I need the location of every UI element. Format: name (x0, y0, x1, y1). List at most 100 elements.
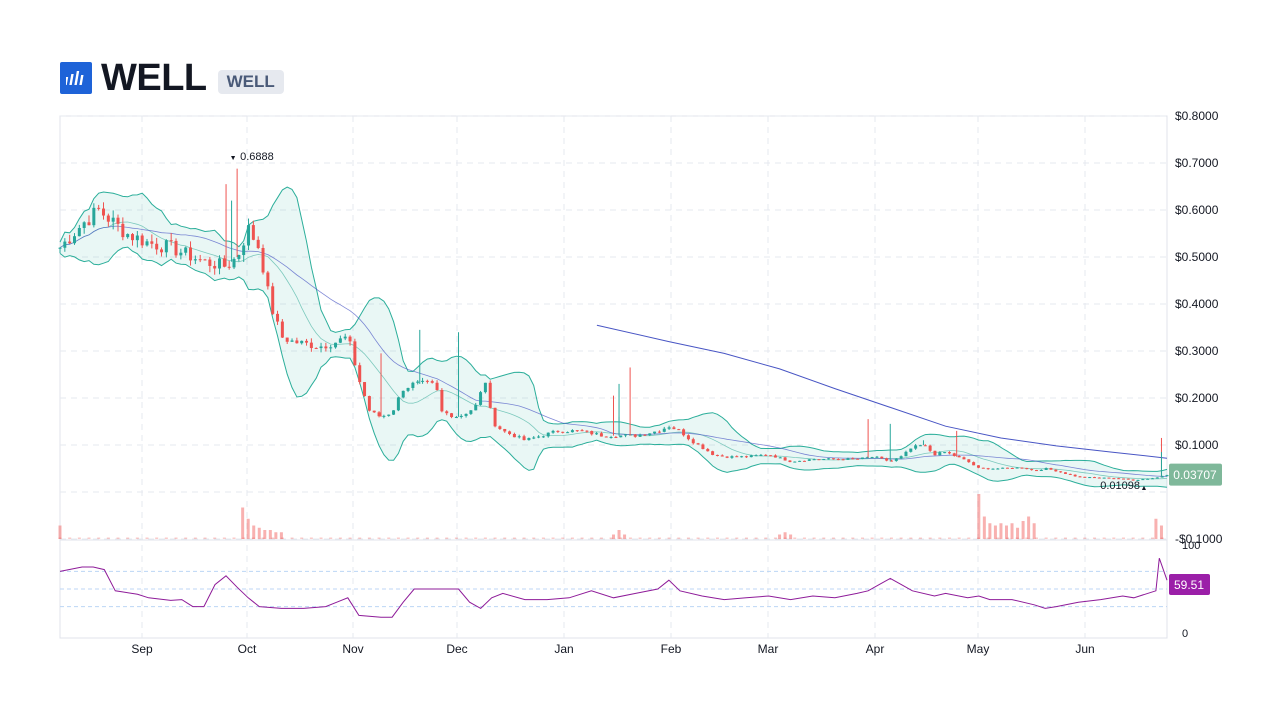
volume-bar (977, 494, 981, 539)
y-tick-label: -$0.1000 (1175, 532, 1223, 546)
volume-bar (822, 537, 826, 539)
volume-bar (773, 537, 777, 539)
candle-body (1121, 478, 1125, 480)
volume-bar (570, 537, 574, 539)
volume-bar (1083, 537, 1087, 539)
volume-bar (928, 537, 932, 539)
volume-bar (802, 537, 806, 539)
candle-body (880, 456, 884, 459)
volume-bar (938, 537, 942, 539)
candle-body (208, 259, 212, 266)
candle-body (885, 458, 889, 461)
candle-body (1063, 472, 1067, 474)
candle-body (232, 258, 236, 268)
candle-body (812, 459, 816, 461)
x-tick-label: May (967, 642, 990, 656)
candle-body (522, 436, 526, 441)
volume-bar (783, 537, 787, 539)
candle-body (580, 430, 584, 432)
candle-body (1136, 479, 1140, 481)
candle-body (483, 382, 487, 393)
candle-body (319, 346, 323, 349)
candle-body (1165, 475, 1169, 477)
candle-body (1059, 471, 1063, 473)
candle-body (851, 458, 855, 460)
candle-body (1150, 478, 1154, 480)
high-label: 0.6888 (240, 151, 274, 163)
candle-body (744, 456, 748, 458)
volume-bar (203, 537, 207, 539)
candle-body (126, 234, 130, 238)
candle-body (155, 243, 159, 250)
candle-body (764, 454, 768, 456)
candle-body (435, 382, 439, 390)
volume-bar (396, 537, 400, 539)
candle-body (454, 417, 458, 419)
candle-body (793, 461, 797, 463)
volume-bar (367, 537, 371, 539)
candle-body (619, 435, 623, 438)
volume-bar (464, 537, 468, 539)
volume-bar (251, 537, 255, 539)
volume-bar (145, 537, 149, 539)
candle-body (421, 380, 425, 382)
candle-body (271, 286, 275, 314)
candle-body (860, 457, 864, 460)
volume-bar (106, 537, 110, 539)
y-tick-label: $0.4000 (1175, 297, 1219, 311)
volume-bar (1010, 523, 1014, 539)
candle-body (164, 240, 168, 253)
volume-bar (309, 537, 313, 539)
rsi-value-badge (1169, 574, 1210, 595)
candle-body (430, 381, 434, 383)
candle-body (856, 458, 860, 460)
candle-body (464, 413, 468, 416)
volume-bar (300, 537, 304, 539)
candle-body (928, 445, 932, 451)
candle-body (778, 457, 782, 459)
volume-bar (1121, 537, 1125, 539)
rsi-value-label: 59.51 (1174, 578, 1204, 592)
volume-bar (268, 530, 272, 539)
volume-bar (1005, 537, 1009, 539)
candle-body (184, 247, 188, 253)
volume-bar (522, 537, 526, 539)
candle-body (251, 225, 255, 240)
volume-bar (116, 537, 120, 539)
volume-bar (793, 537, 797, 539)
candle-body (662, 428, 666, 432)
candle-body (97, 207, 101, 209)
candle-body (551, 430, 555, 433)
volume-bar (1092, 537, 1096, 539)
candle-body (488, 382, 492, 408)
volume-bar (319, 537, 323, 539)
volume-bar (735, 537, 739, 539)
candle-body (875, 456, 879, 458)
volume-bar (628, 537, 632, 539)
volume-bar (976, 537, 980, 539)
candle-body (962, 457, 966, 460)
candle-body (638, 434, 642, 437)
candle-body (106, 215, 110, 222)
volume-bar (246, 518, 250, 539)
candle-body (575, 430, 579, 432)
candle-body (1025, 468, 1029, 470)
volume-bar (764, 537, 768, 539)
volume-bar (274, 532, 278, 539)
candle-body (918, 445, 922, 447)
candle-body (570, 430, 574, 433)
volume-bar (870, 537, 874, 539)
candle-body (111, 217, 115, 222)
high-marker-icon: ▼ (230, 155, 237, 162)
candle-body (1049, 468, 1053, 470)
candle-body (1102, 477, 1106, 479)
candle-body (996, 468, 1000, 470)
candle-body (358, 365, 362, 383)
volume-bar (812, 537, 816, 539)
volume-bar (561, 537, 565, 539)
candle-body (614, 437, 618, 439)
candle-body (416, 381, 420, 383)
volume-bar (1034, 537, 1038, 539)
candle-body (314, 348, 318, 350)
